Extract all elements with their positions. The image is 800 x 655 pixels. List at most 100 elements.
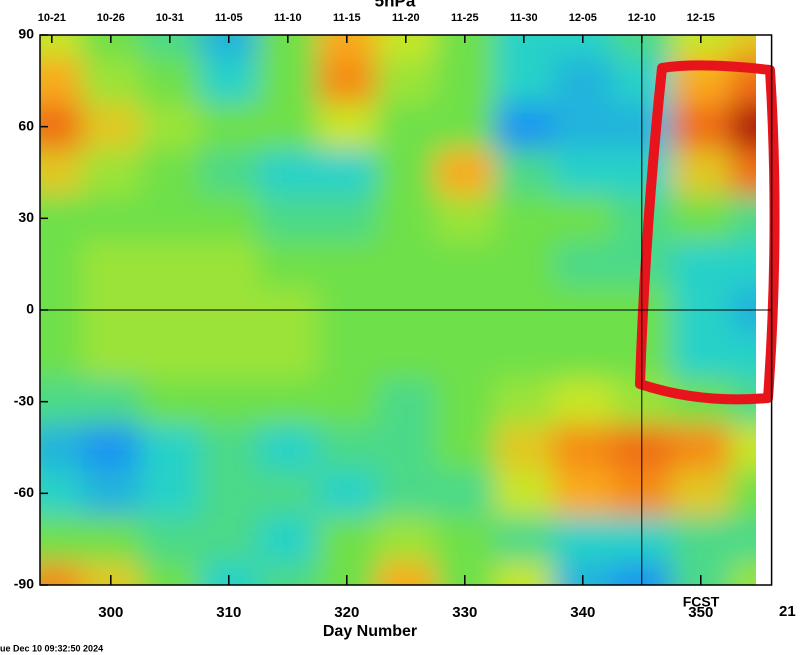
cell: [81, 57, 142, 105]
cell: [258, 424, 319, 472]
cell: [494, 562, 555, 585]
cell: [671, 424, 732, 472]
x-tick-label: 350: [688, 604, 713, 621]
cell: [199, 57, 260, 105]
cell: [730, 470, 756, 518]
cell: [435, 516, 496, 564]
cell: [317, 516, 378, 564]
cell: [671, 332, 732, 380]
cell: [494, 470, 555, 518]
cell: [81, 424, 142, 472]
cell: [199, 35, 260, 59]
cell: [376, 378, 437, 426]
cell: [258, 149, 319, 197]
cell: [553, 35, 614, 59]
cell: [376, 35, 437, 59]
cell: [140, 470, 201, 518]
cell: [435, 195, 496, 243]
cell: [40, 35, 83, 59]
cell: [376, 57, 437, 105]
x2-tick-label: 11-30: [510, 12, 538, 24]
cell: [258, 332, 319, 380]
cell: [317, 470, 378, 518]
cell: [435, 378, 496, 426]
cell: [376, 516, 437, 564]
cell: [376, 424, 437, 472]
cell: [494, 332, 555, 380]
x2-tick-label: 11-15: [333, 12, 361, 24]
cell: [317, 103, 378, 151]
x-tick-label: 330: [452, 604, 477, 621]
cell: [494, 195, 555, 243]
cell: [140, 562, 201, 585]
fcst-label: FCST: [683, 594, 720, 610]
x-axis-label: Day Number: [323, 623, 417, 640]
cell: [199, 470, 260, 518]
cell: [671, 562, 732, 585]
cell: [140, 516, 201, 564]
x2-tick-label: 10-26: [97, 12, 125, 24]
cell: [376, 470, 437, 518]
cell: [671, 241, 732, 289]
cell: [730, 195, 756, 243]
cell: [40, 562, 83, 585]
cell: [553, 562, 614, 585]
cell: [258, 103, 319, 151]
x2-tick-label: 11-20: [392, 12, 420, 24]
cell: [81, 195, 142, 243]
cell: [140, 103, 201, 151]
cell: [671, 103, 732, 151]
cell: [553, 378, 614, 426]
cell: [435, 424, 496, 472]
cell: [40, 424, 83, 472]
cell: [258, 378, 319, 426]
cell: [376, 103, 437, 151]
x2-tick-label: 11-25: [451, 12, 479, 24]
cell: [553, 241, 614, 289]
y-tick-label: -60: [14, 484, 34, 500]
cell: [494, 378, 555, 426]
cell: [730, 424, 756, 472]
cell: [494, 35, 555, 59]
x2-tick-label: 12-05: [569, 12, 597, 24]
cell: [553, 103, 614, 151]
x2-tick-label: 12-15: [687, 12, 715, 24]
cell: [140, 332, 201, 380]
y-tick-label: 90: [18, 26, 34, 42]
cell: [81, 516, 142, 564]
cell: [81, 470, 142, 518]
highlight-box: [635, 60, 780, 405]
cell: [671, 470, 732, 518]
cell: [553, 470, 614, 518]
cell: [435, 57, 496, 105]
cell: [199, 241, 260, 289]
cell: [199, 332, 260, 380]
cell: [317, 35, 378, 59]
cell: [317, 149, 378, 197]
cell: [376, 149, 437, 197]
cell: [140, 241, 201, 289]
edge-label: 21: [779, 603, 796, 620]
cell: [494, 57, 555, 105]
cell: [81, 378, 142, 426]
cell: [199, 103, 260, 151]
cell: [730, 241, 756, 289]
x2-tick-label: 10-31: [156, 12, 184, 24]
cell: [258, 470, 319, 518]
cell: [258, 516, 319, 564]
cell: [730, 516, 756, 564]
x2-tick-label: 11-10: [274, 12, 302, 24]
cell: [376, 195, 437, 243]
cell: [553, 195, 614, 243]
cell: [553, 424, 614, 472]
cell: [435, 35, 496, 59]
cell: [553, 149, 614, 197]
cell: [81, 332, 142, 380]
cell: [494, 516, 555, 564]
cell: [376, 241, 437, 289]
cell: [730, 562, 756, 585]
cell: [140, 378, 201, 426]
cell: [258, 195, 319, 243]
cell: [199, 195, 260, 243]
